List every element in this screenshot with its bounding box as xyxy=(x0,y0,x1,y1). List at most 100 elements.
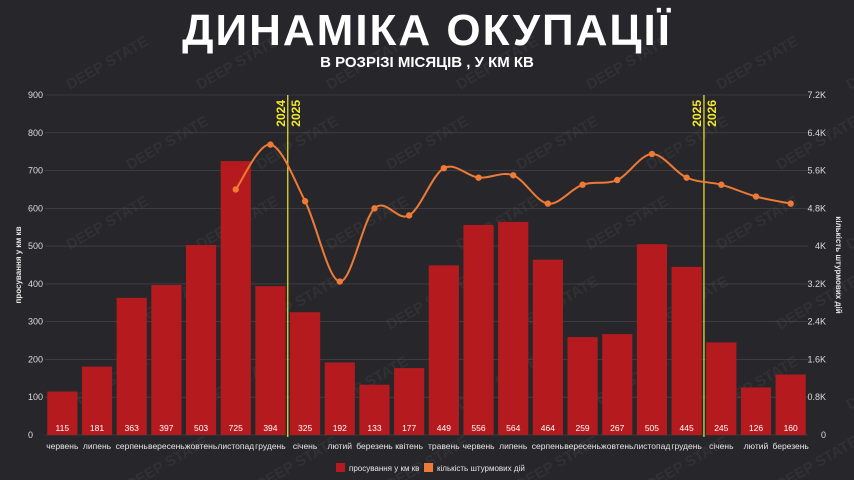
right-axis-tick: 3.2K xyxy=(807,279,826,289)
left-axis-tick: 500 xyxy=(28,241,43,251)
watermark-text: DEEP STATE xyxy=(774,433,854,480)
right-axis-ticks: 0 0.8K 1.6K 2.4K 3.2K 4K 4.8K 5.6K 6.4K 7.2K xyxy=(807,90,826,440)
left-axis-tick: 200 xyxy=(28,354,43,364)
left-axis-ticks: 0 100 200 300 400 500 600 700 800 900 xyxy=(28,90,43,440)
bar-label: 325 xyxy=(298,423,312,433)
line-point xyxy=(787,200,794,207)
x-axis-tick: червень xyxy=(462,441,495,451)
right-axis-label: кількість штурмових дій xyxy=(834,216,843,313)
watermark-text: DEEP STATE xyxy=(124,113,212,174)
legend-bar-swatch xyxy=(336,463,345,472)
bar-label: 177 xyxy=(402,423,416,433)
bar xyxy=(359,384,390,435)
x-axis-tick: вересень xyxy=(564,441,601,451)
x-axis-tick: січень xyxy=(709,441,734,451)
bar xyxy=(81,366,113,435)
bar xyxy=(394,368,425,435)
line-point xyxy=(405,212,413,219)
bar xyxy=(602,334,633,435)
watermark-text: DEEP STATE xyxy=(194,33,282,94)
x-axis-tick: квітень xyxy=(395,441,423,451)
bar xyxy=(116,297,147,435)
legend-line-label: кількість штурмових дій xyxy=(437,464,525,473)
page-title: ДИНАМІКА ОКУПАЦІЇ xyxy=(182,6,672,55)
right-axis-tick: 6.4K xyxy=(807,128,826,138)
x-axis-tick: жовтень xyxy=(185,441,218,451)
right-axis-tick: 4K xyxy=(815,241,826,251)
year-dividers: 2024 2025 2025 2026 xyxy=(274,95,719,437)
legend-bar-label: просування у км кв xyxy=(349,464,419,473)
line-point xyxy=(301,198,309,205)
watermark-text: DEEP STATE xyxy=(324,33,412,94)
bar xyxy=(740,387,772,435)
bar-label: 245 xyxy=(714,423,728,433)
bar xyxy=(220,161,251,435)
watermark-text: DEEP STATE xyxy=(64,193,152,254)
bar-label: 363 xyxy=(125,423,139,433)
bar-label: 503 xyxy=(194,423,208,433)
x-axis-tick: листопад xyxy=(217,441,254,451)
line-series-path xyxy=(234,143,791,283)
line-point xyxy=(683,174,690,181)
watermark-text: DEEP STATE xyxy=(64,33,152,94)
watermark-text: DEEP STATE xyxy=(644,433,732,480)
x-axis-tick: березень xyxy=(356,441,393,451)
x-axis-tick: червень xyxy=(46,441,79,451)
bar xyxy=(185,244,217,435)
left-axis-tick: 600 xyxy=(28,203,43,213)
legend-line-swatch xyxy=(424,463,433,472)
x-axis-tick: грудень xyxy=(671,441,702,451)
right-axis-tick: 7.2K xyxy=(807,90,826,100)
left-axis-tick: 800 xyxy=(28,128,43,138)
bar-label: 192 xyxy=(333,423,347,433)
bar xyxy=(255,286,286,435)
bar-label: 397 xyxy=(159,423,173,433)
bar-label: 267 xyxy=(610,423,624,433)
bar-series xyxy=(47,161,806,435)
bar-label: 126 xyxy=(749,423,763,433)
x-axis-tick: березень xyxy=(772,441,809,451)
bar-label: 133 xyxy=(367,423,381,433)
line-point xyxy=(510,172,517,179)
x-axis-tick: травень xyxy=(428,441,460,451)
bar xyxy=(463,224,494,435)
right-axis-tick: 5.6K xyxy=(807,166,826,176)
right-axis-tick: 2.4K xyxy=(807,317,826,327)
page-subtitle: В РОЗРІЗІ МІСЯЦІВ , У КМ КВ xyxy=(320,54,534,71)
watermark-text: DEEP STATE xyxy=(384,113,472,174)
line-point xyxy=(544,200,552,207)
bar-data-labels: 115 181 363 397 503 725 394 325 192 133 177 449 556 5… xyxy=(56,423,798,433)
bar-label: 181 xyxy=(90,423,104,433)
right-axis-tick: 1.6K xyxy=(807,354,826,364)
bar-label: 115 xyxy=(56,423,70,433)
x-axis-ticks: червень липень серпень вересень жовтень листо… xyxy=(46,441,809,451)
line-point xyxy=(579,181,586,188)
bar-label: 160 xyxy=(784,423,798,433)
watermark-text: DEEP STATE xyxy=(714,33,802,94)
watermark-text: DEEP STATE xyxy=(124,433,212,480)
bar xyxy=(498,221,529,435)
x-axis-tick: серпень xyxy=(116,441,149,451)
bar-label: 449 xyxy=(437,423,451,433)
left-axis-tick: 900 xyxy=(28,90,43,100)
right-axis-tick: 4.8K xyxy=(807,203,826,213)
x-axis-tick: липень xyxy=(83,441,112,451)
x-axis-tick: липень xyxy=(499,441,528,451)
line-series xyxy=(232,141,794,285)
x-axis-tick: лютий xyxy=(744,441,769,451)
line-point xyxy=(440,164,448,172)
bar xyxy=(47,391,78,435)
watermark-text: DEEP STATE xyxy=(844,33,854,94)
bar xyxy=(151,285,182,435)
left-axis-tick: 300 xyxy=(28,317,43,327)
x-axis-tick: січень xyxy=(293,441,318,451)
bar xyxy=(324,362,355,435)
bar-label: 259 xyxy=(575,423,589,433)
legend: просування у км кв кількість штурмових д… xyxy=(336,463,525,473)
year-label-after: 2025 xyxy=(289,100,303,127)
line-point xyxy=(752,193,760,200)
bar-label: 725 xyxy=(229,423,243,433)
x-axis-tick: жовтень xyxy=(601,441,634,451)
bar xyxy=(290,312,321,435)
